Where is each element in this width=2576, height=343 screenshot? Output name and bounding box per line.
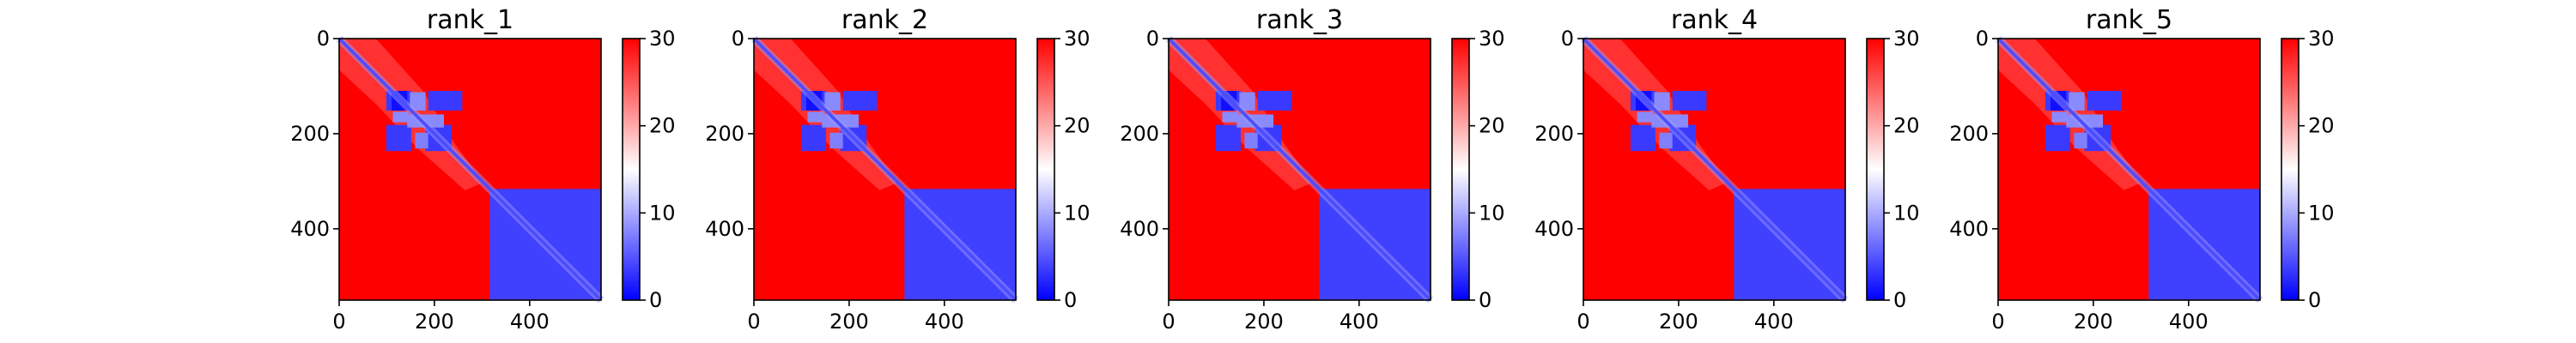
x-tick-label: 0	[1162, 310, 1175, 334]
y-tick-label: 400	[1949, 217, 1989, 241]
axes-frame	[1997, 38, 2261, 301]
x-tick-label: 200	[829, 310, 869, 334]
x-tick-label: 400	[1340, 310, 1379, 334]
colorbar-tick-label: 10	[1064, 201, 1091, 225]
colorbar	[1451, 38, 1470, 301]
y-tick-label: 0	[732, 27, 744, 51]
colorbar-tick-label: 20	[2308, 114, 2335, 138]
y-tick-label: 200	[705, 122, 744, 146]
y-tick-label: 400	[705, 217, 744, 241]
colorbar	[1866, 38, 1885, 301]
heatmap-panel-3: rank_3 0 200 400 0 200 400 0 10 20 30	[1120, 5, 1504, 334]
colorbar-tick-label: 30	[1893, 27, 1920, 51]
colorbar-tick-label: 0	[1893, 288, 1906, 312]
heatmap-image	[339, 39, 601, 300]
y-tick-label: 0	[317, 27, 330, 51]
colorbar	[2281, 38, 2300, 301]
x-tick-label: 0	[1991, 310, 2004, 334]
heatmap-panel-2: rank_2 0 200 400 0 200 400 0 10 20 30	[705, 5, 1090, 334]
x-tick-label: 200	[1659, 310, 1698, 334]
x-tick-label: 0	[747, 310, 760, 334]
y-tick-label: 0	[1976, 27, 1989, 51]
x-tick-label: 0	[332, 310, 345, 334]
panel-title: rank_4	[1671, 5, 1758, 35]
y-tick-label: 200	[1534, 122, 1574, 146]
y-tick-label: 400	[1534, 217, 1574, 241]
panel-title: rank_5	[2086, 5, 2172, 35]
colorbar	[622, 38, 641, 301]
heatmap-panel-1: rank_1 0 200 400 0 200 400 0 10 20 30	[290, 5, 675, 334]
panel-title: rank_3	[1256, 5, 1343, 35]
y-tick-label: 200	[290, 122, 330, 146]
colorbar-tick-label: 0	[649, 288, 662, 312]
colorbar-tick-label: 10	[1479, 201, 1505, 225]
colorbar-tick-label: 30	[1064, 27, 1091, 51]
y-tick-label: 0	[1146, 27, 1159, 51]
colorbar-tick-label: 0	[1479, 288, 1492, 312]
heatmap-image	[1998, 39, 2260, 300]
x-tick-label: 200	[1244, 310, 1284, 334]
heatmap-image	[1583, 39, 1845, 300]
colorbar-tick-label: 30	[649, 27, 676, 51]
x-tick-label: 200	[2074, 310, 2113, 334]
colorbar-tick-label: 10	[649, 201, 676, 225]
y-tick-label: 200	[1949, 122, 1989, 146]
axes-frame	[753, 38, 1017, 301]
axes-frame	[338, 38, 602, 301]
y-tick-label: 400	[1120, 217, 1159, 241]
panel-title: rank_2	[841, 5, 928, 35]
x-tick-label: 200	[415, 310, 454, 334]
x-tick-label: 400	[510, 310, 550, 334]
colorbar-tick-label: 10	[2308, 201, 2335, 225]
y-tick-label: 0	[1561, 27, 1574, 51]
panel-title: rank_1	[427, 5, 513, 35]
heatmap-image	[754, 39, 1016, 300]
axes-frame	[1168, 38, 1431, 301]
y-tick-label: 400	[290, 217, 330, 241]
y-tick-label: 200	[1120, 122, 1159, 146]
x-tick-label: 400	[1754, 310, 1794, 334]
colorbar-tick-label: 20	[1064, 114, 1091, 138]
heatmap-panel-5: rank_5 0 200 400 0 200 400 0 10 20 30	[1949, 5, 2334, 334]
colorbar	[1036, 38, 1055, 301]
colorbar-tick-label: 10	[1893, 201, 1920, 225]
x-tick-label: 400	[925, 310, 964, 334]
x-tick-label: 400	[2169, 310, 2208, 334]
colorbar-tick-label: 0	[1064, 288, 1077, 312]
x-tick-label: 0	[1577, 310, 1589, 334]
heatmap-panel-4: rank_4 0 200 400 0 200 400 0 10 20 30	[1534, 5, 1919, 334]
colorbar-tick-label: 30	[1479, 27, 1505, 51]
colorbar-tick-label: 0	[2308, 288, 2321, 312]
colorbar-tick-label: 30	[2308, 27, 2335, 51]
heatmap-image	[1169, 39, 1431, 300]
colorbar-tick-label: 20	[649, 114, 676, 138]
colorbar-tick-label: 20	[1479, 114, 1505, 138]
axes-frame	[1583, 38, 1846, 301]
colorbar-tick-label: 20	[1893, 114, 1920, 138]
